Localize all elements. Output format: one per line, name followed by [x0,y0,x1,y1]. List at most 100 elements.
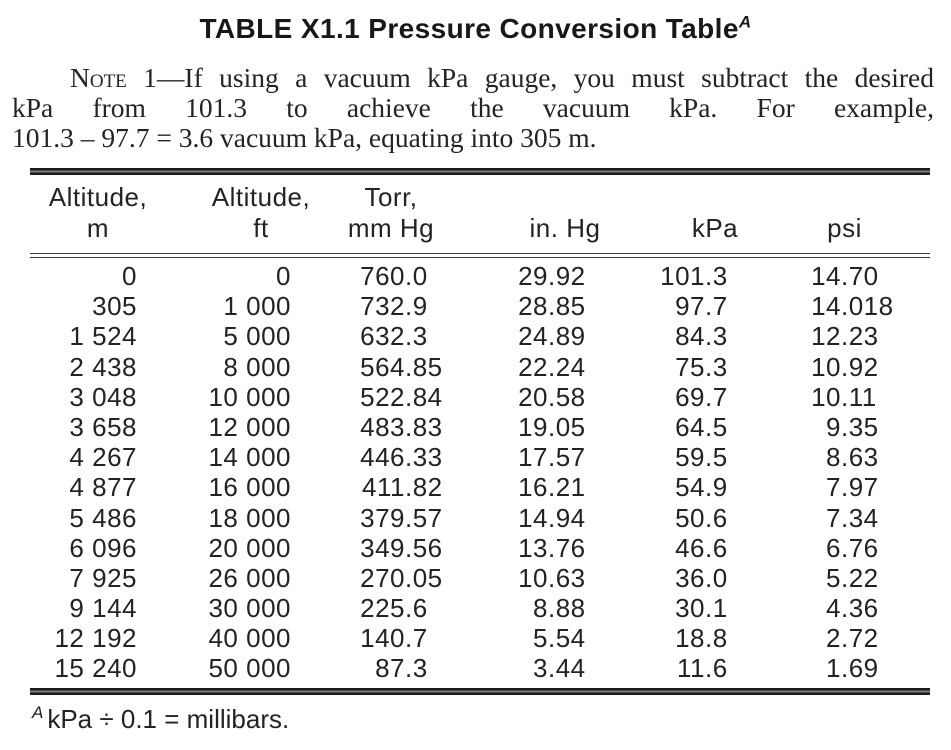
cell-kpa: 75.3 [675,351,728,382]
table-row: 12 192 40 000 140.7 5.54 18.8 2.72 [30,623,930,653]
cell-kpa: 59.5 [675,442,728,473]
cell-altitude-m: 12 192 [54,623,137,654]
cell-torr-mm-hg: 349.56 [360,532,443,563]
cell-in-hg: 16.21 [518,472,586,503]
cell-altitude-ft: 16 000 [208,472,291,503]
cell-kpa: 64.5 [675,411,728,442]
column-header-in-hg: in. Hg [529,213,601,243]
table-row: 7 925 26 000 270.05 10.63 36.0 5.22 [30,563,930,593]
cell-psi: 14.018 [811,291,894,322]
cell-kpa: 18.8 [675,623,728,654]
cell-torr-mm-hg: 632.3 [360,321,428,352]
cell-kpa: 97.7 [675,291,728,322]
table-bottom-rule [30,687,930,695]
pressure-conversion-table: Altitude, m Altitude, ft Torr, mm Hg in. Hg kPa… [30,168,930,695]
column-header-altitude-m: Altitude, m [48,182,148,243]
cell-altitude-ft: 1 000 [223,291,291,322]
table-top-rule [30,168,930,175]
cell-altitude-m: 3 048 [69,381,137,412]
cell-psi: 4.36 [826,593,879,624]
cell-torr-mm-hg: 87.3 [375,653,428,684]
cell-altitude-m: 4 267 [69,442,137,473]
table-row: 6 096 20 000 349.56 13.76 46.6 6.76 [30,533,930,563]
table-title-footnote-ref: A [738,12,752,32]
table-title-text: TABLE X1.1 Pressure Conversion Table [199,13,739,44]
note-line-1: Note 1—If using a vacuum kPa gauge, you … [12,63,934,93]
cell-altitude-ft: 26 000 [208,562,291,593]
table-row: 4 267 14 000 446.33 17.57 59.5 8.63 [30,442,930,472]
table-body: 0 0 760.0 29.92 101.3 14.70 305 1 000 732.9 28.85… [30,258,930,688]
column-header-altitude-ft: Altitude, ft [211,182,311,243]
table-row: 4 877 16 000 411.82 16.21 54.9 7.97 [30,472,930,502]
table-header-row: Altitude, m Altitude, ft Torr, mm Hg in. Hg kPa… [30,175,930,253]
cell-altitude-m: 3 658 [69,411,137,442]
cell-altitude-m: 305 [92,291,137,322]
cell-kpa: 54.9 [675,472,728,503]
note-paragraph: Note 1—If using a vacuum kPa gauge, you … [12,63,934,153]
cell-kpa: 36.0 [675,562,728,593]
cell-torr-mm-hg: 225.6 [360,593,428,624]
cell-kpa: 46.6 [675,532,728,563]
cell-altitude-ft: 8 000 [223,351,291,382]
cell-torr-mm-hg: 379.57 [360,502,443,533]
cell-in-hg: 19.05 [518,411,586,442]
cell-in-hg: 17.57 [518,442,586,473]
cell-in-hg: 3.44 [533,653,586,684]
cell-altitude-ft: 40 000 [208,623,291,654]
cell-altitude-m: 6 096 [69,532,137,563]
table-row: 3 048 10 000 522.84 20.58 69.7 10.11 [30,382,930,412]
cell-kpa: 84.3 [675,321,728,352]
cell-altitude-ft: 10 000 [208,381,291,412]
cell-altitude-m: 4 877 [69,472,137,503]
table-row: 0 0 760.0 29.92 101.3 14.70 [30,261,930,291]
cell-altitude-m: 1 524 [69,321,137,352]
cell-torr-mm-hg: 446.33 [360,442,443,473]
column-header-torr-mm-hg: Torr, mm Hg [347,182,435,243]
cell-psi: 10.92 [811,351,879,382]
cell-altitude-m: 15 240 [54,653,137,684]
cell-in-hg: 13.76 [518,532,586,563]
note-label: Note [70,62,127,93]
cell-altitude-m: 0 [122,261,137,291]
note-line-1-text: 1—If using a vacuum kPa gauge, you must … [126,62,934,93]
header-separator-rule [30,253,930,258]
cell-altitude-ft: 50 000 [208,653,291,684]
cell-kpa: 69.7 [675,381,728,412]
cell-kpa: 11.6 [677,653,728,684]
cell-psi: 2.72 [826,623,879,654]
column-header-psi: psi [827,213,862,243]
cell-torr-mm-hg: 522.84 [360,381,443,412]
table-row: 5 486 18 000 379.57 14.94 50.6 7.34 [30,503,930,533]
cell-in-hg: 8.88 [533,593,586,624]
table-row: 2 438 8 000 564.85 22.24 75.3 10.92 [30,352,930,382]
cell-in-hg: 5.54 [533,623,586,654]
footnote-ref: A [32,702,44,722]
cell-altitude-m: 9 144 [69,593,137,624]
cell-kpa: 50.6 [675,502,728,533]
cell-in-hg: 14.94 [518,502,586,533]
cell-torr-mm-hg: 140.7 [360,623,428,654]
cell-kpa: 30.1 [675,593,728,624]
cell-altitude-ft: 14 000 [208,442,291,473]
cell-in-hg: 20.58 [518,381,586,412]
table-row: 3 658 12 000 483.83 19.05 64.5 9.35 [30,412,930,442]
table-row: 1 524 5 000 632.3 24.89 84.3 12.23 [30,321,930,351]
cell-kpa: 101.3 [660,261,728,291]
cell-in-hg: 24.89 [518,321,586,352]
table-row: 9 144 30 000 225.6 8.88 30.1 4.36 [30,593,930,623]
cell-in-hg: 28.85 [518,291,586,322]
cell-torr-mm-hg: 760.0 [360,261,428,291]
cell-torr-mm-hg: 411.82 [362,472,443,503]
cell-altitude-m: 7 925 [69,562,137,593]
cell-in-hg: 10.63 [518,562,586,593]
table-row: 305 1 000 732.9 28.85 97.7 14.018 [30,291,930,321]
cell-psi: 7.34 [826,502,879,533]
cell-altitude-m: 5 486 [69,502,137,533]
cell-altitude-ft: 30 000 [208,593,291,624]
cell-torr-mm-hg: 732.9 [360,291,428,322]
cell-altitude-ft: 20 000 [208,532,291,563]
cell-altitude-m: 2 438 [69,351,137,382]
cell-psi: 14.70 [811,261,879,291]
